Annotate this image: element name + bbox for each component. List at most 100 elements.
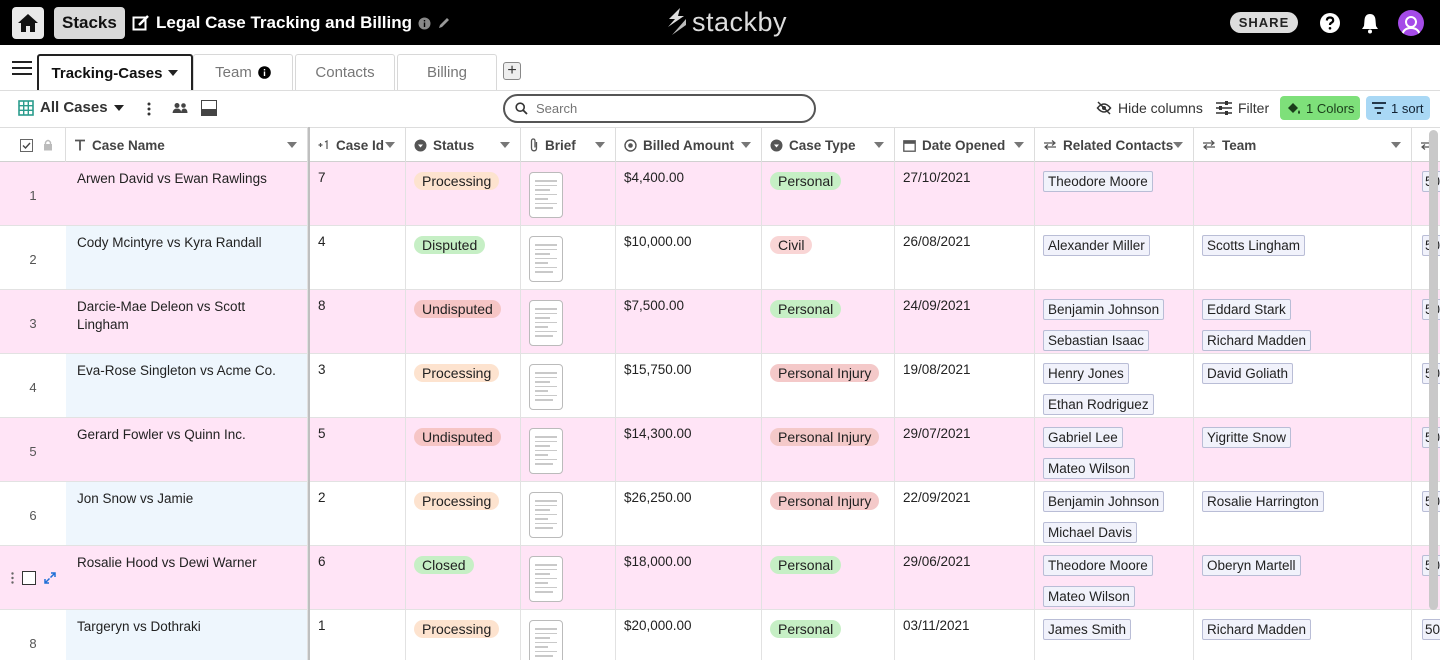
cell-more[interactable]: 50 — [1412, 610, 1440, 660]
cell-status[interactable]: Processing — [406, 610, 521, 660]
home-button[interactable] — [12, 7, 44, 39]
cell-case-id[interactable]: 8 — [310, 290, 406, 353]
cell-amount[interactable]: $18,000.00 — [616, 546, 762, 609]
cell-brief[interactable] — [521, 162, 616, 225]
cell-contacts[interactable]: Alexander Miller — [1035, 226, 1194, 289]
team-chip[interactable]: Eddard Stark — [1202, 299, 1291, 320]
table-row[interactable]: 5 Gerard Fowler vs Quinn Inc. 5 Undisputed $… — [0, 418, 1440, 482]
tab-contacts[interactable]: Contacts — [295, 54, 395, 90]
brief-attachment-thumbnail[interactable] — [529, 620, 563, 660]
table-row[interactable]: 8 Targeryn vs Dothraki 1 Processing $20,000.… — [0, 610, 1440, 660]
cell-brief[interactable] — [521, 482, 616, 545]
help-button[interactable] — [1318, 11, 1342, 35]
table-row[interactable]: 6 Jon Snow vs Jamie 2 Processing $26,250.00 P… — [0, 482, 1440, 546]
cell-contacts[interactable]: Henry Jones Ethan Rodriguez — [1035, 354, 1194, 417]
cell-contacts[interactable]: James Smith — [1035, 610, 1194, 660]
chevron-down-icon[interactable] — [168, 70, 179, 76]
cell-case-type[interactable]: Personal — [762, 546, 895, 609]
brief-attachment-thumbnail[interactable] — [529, 300, 563, 346]
cell-date[interactable]: 26/08/2021 — [895, 226, 1035, 289]
brief-attachment-thumbnail[interactable] — [529, 364, 563, 410]
column-header-status[interactable]: Status — [406, 128, 521, 162]
stacks-button[interactable]: Stacks — [54, 7, 125, 39]
column-header-date-opened[interactable]: Date Opened — [895, 128, 1035, 162]
search-box[interactable] — [503, 94, 816, 123]
share-button[interactable]: SHARE — [1230, 12, 1298, 33]
cell-case-id[interactable]: 5 — [310, 418, 406, 481]
cell-name[interactable]: Eva-Rose Singleton vs Acme Co. — [66, 354, 308, 417]
contact-chip[interactable]: Gabriel Lee — [1043, 427, 1123, 448]
column-menu-caret[interactable] — [874, 142, 884, 148]
cell-team[interactable]: Yigritte Snow — [1194, 418, 1412, 481]
cell-case-id[interactable]: 1 — [310, 610, 406, 660]
team-chip[interactable]: Rosalie Harrington — [1202, 491, 1324, 512]
cell-case-id[interactable]: 3 — [310, 354, 406, 417]
cell-brief[interactable] — [521, 226, 616, 289]
cell-date[interactable]: 19/08/2021 — [895, 354, 1035, 417]
team-chip[interactable]: Scotts Lingham — [1202, 235, 1306, 256]
cell-amount[interactable]: $26,250.00 — [616, 482, 762, 545]
column-menu-caret[interactable] — [595, 142, 605, 148]
cell-brief[interactable] — [521, 610, 616, 660]
cell-case-type[interactable]: Personal — [762, 162, 895, 225]
stack-title[interactable]: Legal Case Tracking and Billing — [156, 13, 413, 32]
user-avatar[interactable] — [1398, 10, 1424, 36]
column-menu-caret[interactable] — [741, 142, 751, 148]
cell-status[interactable]: Processing — [406, 482, 521, 545]
cell-amount[interactable]: $10,000.00 — [616, 226, 762, 289]
cell-team[interactable]: David Goliath — [1194, 354, 1412, 417]
cell-name[interactable]: Darcie-Mae Deleon vs Scott Lingham — [66, 290, 308, 353]
collaborators-icon[interactable] — [172, 102, 188, 114]
vertical-scrollbar[interactable] — [1429, 130, 1438, 610]
team-chip[interactable]: Oberyn Martell — [1202, 555, 1301, 576]
filter-button[interactable]: Filter — [1216, 100, 1269, 116]
column-header-related-contacts[interactable]: Related Contacts — [1035, 128, 1194, 162]
cell-contacts[interactable]: Theodore Moore Mateo Wilson — [1035, 546, 1194, 609]
brief-attachment-thumbnail[interactable] — [529, 172, 563, 218]
contact-chip[interactable]: Michael Davis — [1043, 522, 1138, 543]
cell-status[interactable]: Processing — [406, 354, 521, 417]
team-chip[interactable]: David Goliath — [1202, 363, 1294, 384]
cell-contacts[interactable]: Benjamin Johnson Michael Davis — [1035, 482, 1194, 545]
cell-name[interactable]: Cody Mcintyre vs Kyra Randall — [66, 226, 308, 289]
cell-team[interactable]: Eddard Stark Richard Madden — [1194, 290, 1412, 353]
table-row[interactable]: 1 Arwen David vs Ewan Rawlings 7 Processing… — [0, 162, 1440, 226]
cell-case-type[interactable]: Personal Injury — [762, 482, 895, 545]
cell-team[interactable]: Scotts Lingham — [1194, 226, 1412, 289]
select-all-checkbox[interactable] — [20, 138, 33, 152]
cell-contacts[interactable]: Benjamin Johnson Sebastian Isaac — [1035, 290, 1194, 353]
drag-handle-icon[interactable] — [10, 571, 14, 584]
cell-name[interactable]: Targeryn vs Dothraki — [66, 610, 308, 660]
cell-status[interactable]: Disputed — [406, 226, 521, 289]
cell-case-type[interactable]: Personal Injury — [762, 418, 895, 481]
contact-chip[interactable]: Benjamin Johnson — [1043, 491, 1165, 512]
cell-name[interactable]: Jon Snow vs Jamie — [66, 482, 308, 545]
contact-chip[interactable]: James Smith — [1043, 619, 1132, 640]
view-selector[interactable]: All Cases — [18, 99, 124, 116]
hide-columns-button[interactable]: Hide columns — [1096, 100, 1203, 116]
brief-attachment-thumbnail[interactable] — [529, 236, 563, 282]
cell-amount[interactable]: $4,400.00 — [616, 162, 762, 225]
frozen-column-divider[interactable] — [308, 127, 310, 660]
cell-brief[interactable] — [521, 354, 616, 417]
column-menu-caret[interactable] — [1391, 142, 1401, 148]
cell-contacts[interactable]: Gabriel Lee Mateo Wilson — [1035, 418, 1194, 481]
hamburger-menu-icon[interactable] — [12, 61, 32, 75]
contact-chip[interactable]: Sebastian Isaac — [1043, 330, 1150, 351]
contact-chip[interactable]: Ethan Rodriguez — [1043, 394, 1154, 415]
team-chip[interactable]: Richard Madden — [1202, 330, 1312, 351]
column-menu-caret[interactable] — [500, 142, 510, 148]
expand-row-icon[interactable] — [43, 571, 56, 584]
cell-case-id[interactable]: 2 — [310, 482, 406, 545]
column-header-brief[interactable]: Brief — [521, 128, 616, 162]
column-header-billed-amount[interactable]: Billed Amount — [616, 128, 762, 162]
cell-case-type[interactable]: Civil — [762, 226, 895, 289]
cell-team[interactable]: Rosalie Harrington — [1194, 482, 1412, 545]
cell-team[interactable]: Richard Madden — [1194, 610, 1412, 660]
cell-name[interactable]: Arwen David vs Ewan Rawlings — [66, 162, 308, 225]
table-row[interactable]: Rosalie Hood vs Dewi Warner 6 Closed $18,00… — [0, 546, 1440, 610]
column-header-team[interactable]: Team — [1194, 128, 1412, 162]
brief-attachment-thumbnail[interactable] — [529, 492, 563, 538]
brief-attachment-thumbnail[interactable] — [529, 556, 563, 602]
overflow-chip[interactable]: 50 — [1422, 619, 1440, 640]
